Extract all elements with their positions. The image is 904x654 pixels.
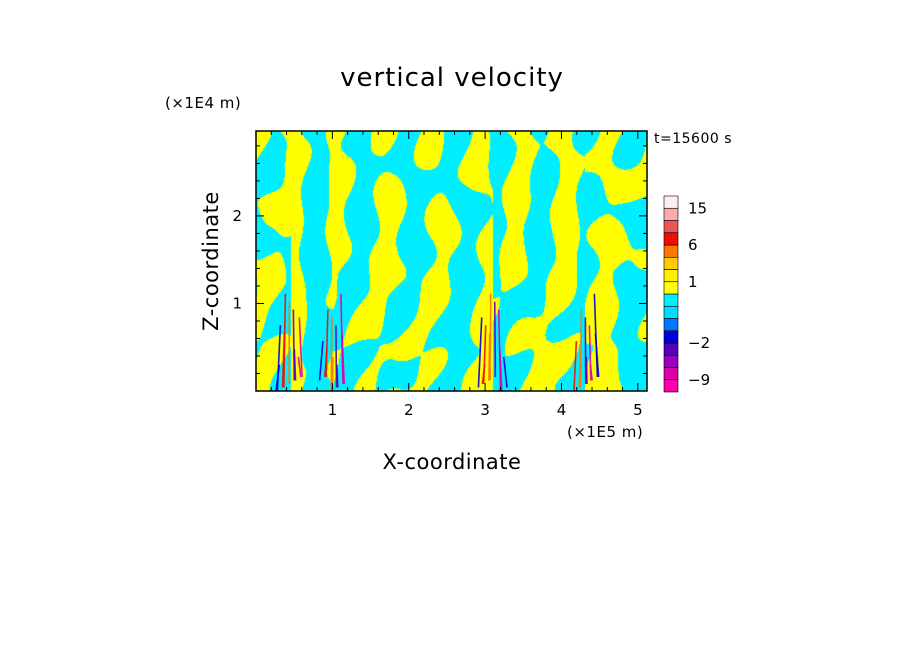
velocity-streak	[589, 364, 593, 381]
x-tick-label: 5	[633, 401, 643, 419]
colorbar-swatch	[663, 207, 679, 221]
chart-title: vertical velocity	[340, 63, 564, 93]
colorbar-tick-label: −9	[688, 371, 710, 389]
velocity-streak	[477, 317, 483, 388]
y-tick-label: 1	[232, 294, 242, 312]
velocity-streak	[293, 348, 297, 381]
colorbar-swatch	[663, 367, 679, 381]
colorbar-swatch	[663, 256, 679, 270]
colorbar-swatch	[663, 244, 679, 258]
colorbar-swatch	[663, 342, 679, 356]
velocity-streak	[489, 293, 492, 381]
velocity-streak	[292, 309, 296, 381]
velocity-streak	[502, 356, 508, 388]
velocity-field	[256, 131, 647, 391]
x-tick-label: 1	[328, 401, 338, 419]
velocity-streak	[283, 293, 287, 388]
velocity-streak	[276, 325, 282, 391]
plot-frame	[255, 130, 648, 392]
velocity-streak	[336, 364, 339, 388]
velocity-streak	[297, 356, 302, 378]
y-unit-label: (×1E4 m)	[165, 94, 241, 112]
velocity-streak	[493, 301, 497, 377]
colorbar-tick-label: 6	[688, 236, 698, 254]
velocity-streak	[579, 309, 583, 388]
colorbar-tick-label: −2	[688, 334, 710, 352]
x-tick-label: 4	[557, 401, 567, 419]
colorbar: 15 6 1 −2 −9	[663, 195, 710, 393]
colorbar-swatch	[663, 330, 679, 344]
x-tick-label: 3	[480, 401, 490, 419]
field-contours	[256, 131, 647, 391]
colorbar-swatch	[663, 195, 679, 209]
colorbar-swatch	[663, 379, 679, 393]
velocity-streak	[330, 317, 333, 391]
colorbar-swatch	[663, 281, 679, 295]
velocity-streak	[325, 309, 329, 378]
velocity-streak	[498, 348, 503, 391]
colorbar-tick-label: 1	[688, 273, 698, 291]
velocity-streak	[341, 333, 346, 385]
colorbar-swatch	[663, 269, 679, 283]
colorbar-swatch	[663, 220, 679, 234]
velocity-streak	[585, 356, 588, 385]
velocity-streak	[573, 341, 578, 391]
colorbar-swatch	[663, 354, 679, 368]
velocity-streak	[335, 325, 338, 388]
y-tick-label: 2	[232, 207, 242, 225]
velocity-streak	[594, 333, 600, 378]
y-axis-label: Z-coordinate	[199, 191, 223, 331]
colorbar-tick-label: 15	[688, 199, 707, 217]
x-tick-label: 2	[404, 401, 414, 419]
velocity-streak	[298, 317, 303, 378]
colorbar-swatch	[663, 293, 679, 307]
velocity-streak	[482, 325, 487, 385]
x-axis-label: X-coordinate	[383, 450, 522, 474]
colorbar-swatch	[663, 305, 679, 319]
time-label: t=15600 s	[654, 131, 732, 147]
colorbar-swatch	[663, 232, 679, 246]
x-unit-label: (×1E5 m)	[567, 423, 643, 441]
velocity-streak	[488, 333, 491, 381]
plot-axes: 1 2 3 4 5 1 2	[232, 130, 648, 419]
colorbar-swatch	[663, 318, 679, 332]
velocity-streak	[318, 341, 324, 381]
